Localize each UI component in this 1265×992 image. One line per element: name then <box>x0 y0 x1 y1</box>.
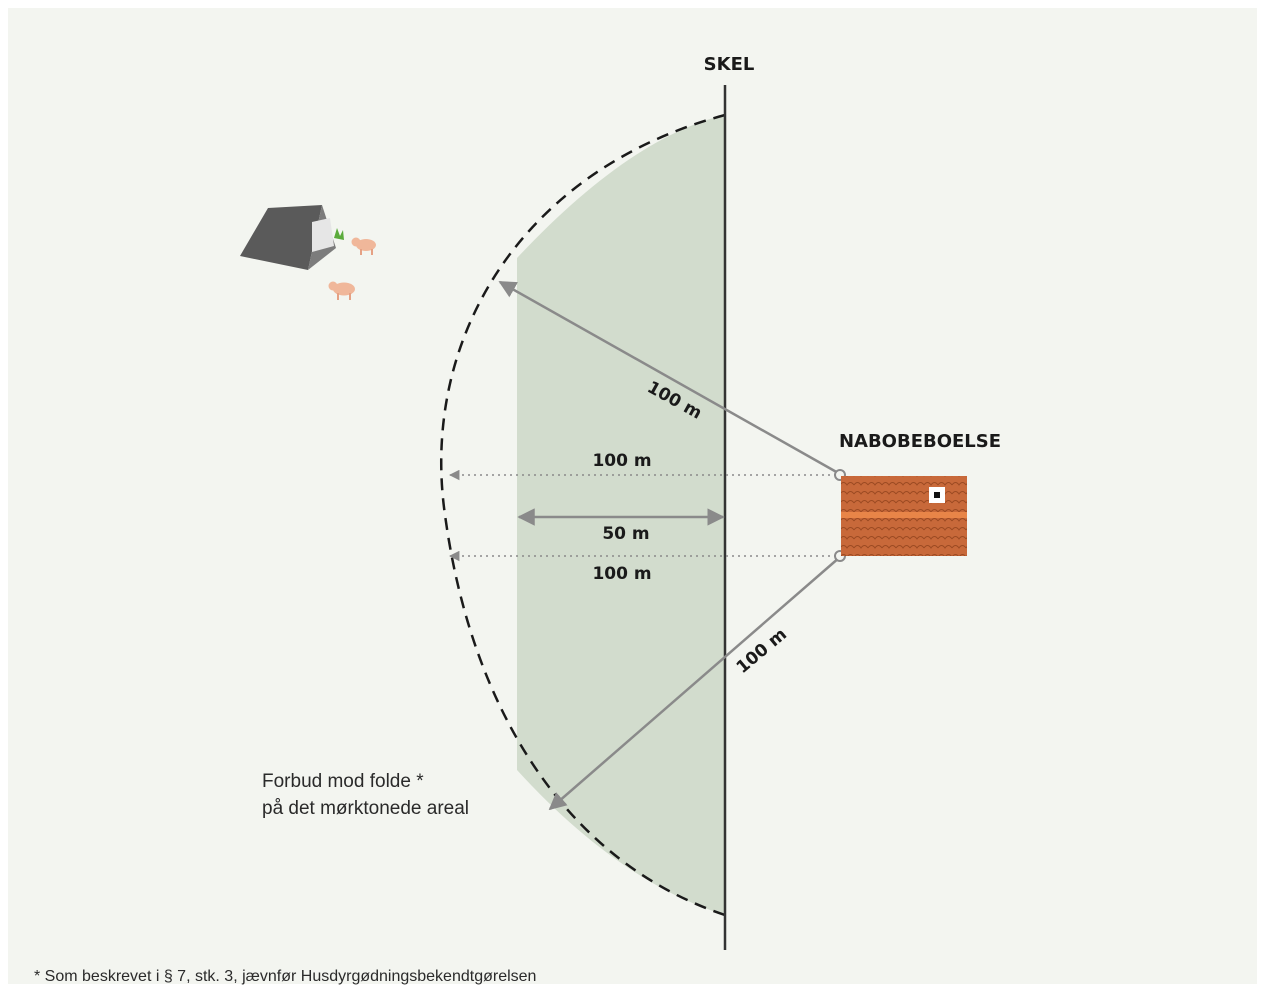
neighbour-label: NABOBEBOELSE <box>839 431 1001 452</box>
boundary-label: SKEL <box>704 54 755 75</box>
upper-horizontal-label: 100 m <box>592 451 651 471</box>
upper-diagonal-arrow <box>498 280 841 476</box>
pig-icon <box>328 281 355 300</box>
lower-diagonal-arrow <box>548 556 841 811</box>
lower-horizontal-label: 100 m <box>592 564 651 584</box>
pig-hut-icon <box>240 205 344 270</box>
distance-arc <box>440 113 726 917</box>
footnote: * Som beskrevet i § 7, stk. 3, jævnfør H… <box>34 968 536 985</box>
pig-icon <box>351 237 376 255</box>
band-width-label: 50 m <box>602 524 649 544</box>
neighbour-house-icon <box>841 476 967 556</box>
prohibition-note-line2: på det mørktonede areal <box>262 798 469 819</box>
prohibition-note-line1: Forbud mod folde * <box>262 771 424 792</box>
prohibited-zone <box>517 115 725 915</box>
